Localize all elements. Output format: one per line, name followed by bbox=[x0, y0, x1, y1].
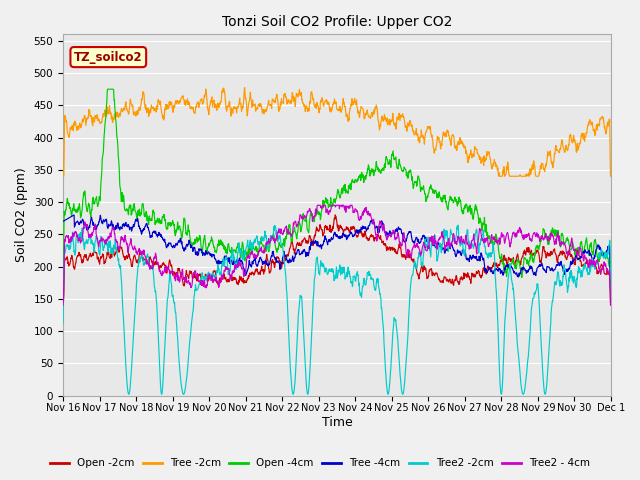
Text: TZ_soilco2: TZ_soilco2 bbox=[74, 50, 143, 63]
Y-axis label: Soil CO2 (ppm): Soil CO2 (ppm) bbox=[15, 168, 28, 263]
Legend: Open -2cm, Tree -2cm, Open -4cm, Tree -4cm, Tree2 -2cm, Tree2 - 4cm: Open -2cm, Tree -2cm, Open -4cm, Tree -4… bbox=[46, 454, 594, 472]
Title: Tonzi Soil CO2 Profile: Upper CO2: Tonzi Soil CO2 Profile: Upper CO2 bbox=[222, 15, 452, 29]
X-axis label: Time: Time bbox=[321, 416, 353, 429]
